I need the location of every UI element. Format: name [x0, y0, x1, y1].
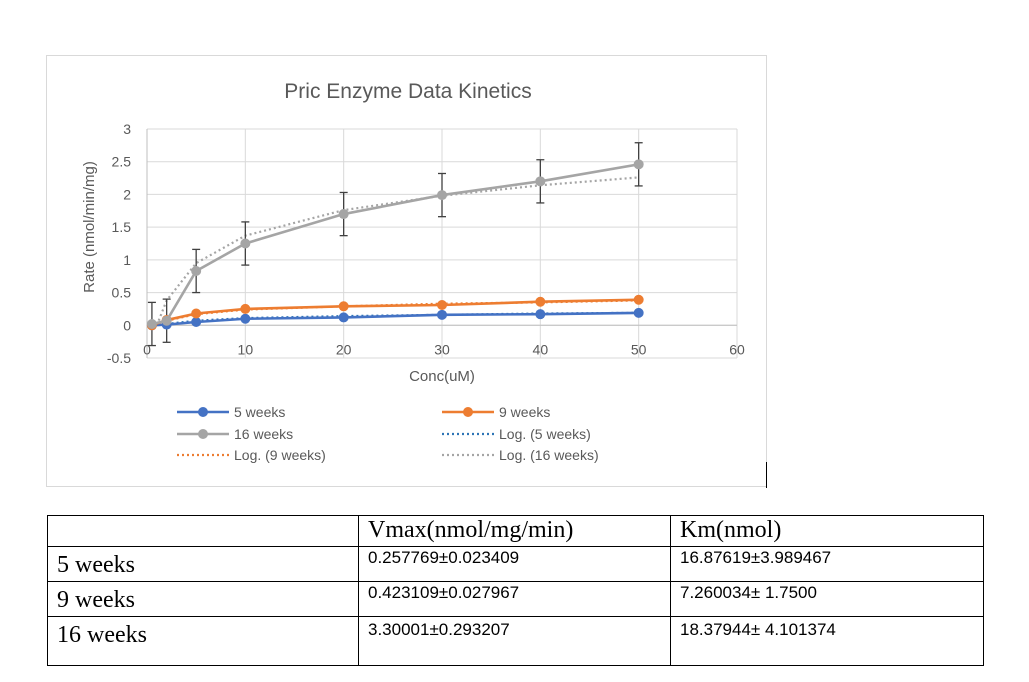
table-header-row: Vmax(nmol/mg/min) Km(nmol) [47, 515, 984, 547]
x-tick-label: 40 [533, 341, 549, 357]
km-value: 7.260034± 1.7500 [670, 581, 984, 617]
x-axis-label: Conc(uM) [409, 368, 475, 385]
x-tick-label: 50 [631, 341, 647, 357]
chart-area: Pric Enzyme Data Kinetics Rate (nmol/min… [46, 55, 767, 487]
series-line [151, 298, 639, 327]
chart-title: Pric Enzyme Data Kinetics [284, 80, 531, 103]
y-tick-label: 2 [123, 186, 131, 202]
y-tick-label: 1 [123, 252, 131, 268]
table-row: 5 weeks 0.257769±0.023409 16.87619±3.989… [47, 546, 984, 582]
y-axis-label: Rate (nmol/min/mg) [81, 161, 98, 293]
data-point [437, 309, 447, 320]
y-tick-label: 1.5 [112, 219, 132, 235]
vmax-value: 0.423109±0.027967 [358, 581, 671, 617]
x-tick-label: 0 [143, 341, 151, 357]
y-tick-label: 0 [123, 317, 131, 333]
row-label: 5 weeks [47, 546, 359, 582]
legend: 5 weeks 9 weeks 16 weeks Log. (5 weeks) Log.… [177, 404, 599, 463]
table-row: 16 weeks 3.30001±0.293207 18.37944± 4.10… [47, 616, 984, 666]
x-tick-label: 30 [434, 341, 450, 357]
data-point [535, 309, 546, 320]
y-tick-label: 3 [123, 121, 131, 137]
legend-label: 9 weeks [499, 404, 550, 420]
series-line [151, 163, 639, 326]
data-point [633, 294, 644, 305]
km-value: 18.37944± 4.101374 [670, 616, 984, 666]
results-table: Vmax(nmol/mg/min) Km(nmol) 5 weeks 0.257… [47, 515, 984, 666]
legend-label: Log. (9 weeks) [234, 447, 326, 463]
x-tick-label: 60 [729, 341, 745, 357]
data-point [191, 308, 202, 319]
data-point [240, 303, 251, 314]
header-cell-vmax: Vmax(nmol/mg/min) [358, 515, 671, 547]
vmax-value: 0.257769±0.023409 [358, 546, 671, 582]
legend-marker [198, 429, 208, 439]
data-point [191, 317, 202, 328]
data-point [633, 159, 644, 170]
legend-label: 5 weeks [234, 404, 285, 420]
row-label: 9 weeks [47, 581, 359, 617]
chart-svg: Pric Enzyme Data Kinetics Rate (nmol/min… [81, 80, 745, 463]
legend-marker [463, 407, 473, 417]
data-point [161, 315, 172, 326]
legend-marker [198, 407, 208, 417]
y-tick-label: 2.5 [112, 154, 132, 170]
table-row: 9 weeks 0.423109±0.027967 7.260034± 1.75… [47, 581, 984, 617]
border-fragment [766, 462, 767, 488]
gridlines [146, 128, 738, 359]
data-point [338, 312, 349, 323]
data-series [146, 159, 644, 331]
data-point [240, 238, 251, 249]
data-point [437, 300, 447, 311]
data-point [191, 265, 202, 276]
data-point [437, 190, 447, 201]
data-point [535, 176, 546, 187]
trendline [155, 176, 639, 326]
data-point [338, 209, 349, 220]
y-tick-label: -0.5 [107, 350, 131, 366]
data-point [633, 307, 644, 318]
vmax-value: 3.30001±0.293207 [358, 616, 671, 666]
data-point [338, 301, 349, 312]
legend-label: Log. (5 weeks) [499, 426, 591, 442]
data-point [146, 318, 157, 329]
legend-label: Log. (16 weeks) [499, 447, 599, 463]
row-label: 16 weeks [47, 616, 359, 666]
km-value: 16.87619±3.989467 [670, 546, 984, 582]
series-line [151, 311, 639, 327]
tick-labels: -0.500.511.522.530 10 20 30 40 50 60 [107, 121, 745, 366]
header-cell-empty [47, 515, 359, 547]
data-point [240, 313, 251, 324]
y-tick-label: 0.5 [112, 285, 132, 301]
legend-label: 16 weeks [234, 426, 293, 442]
x-tick-label: 10 [238, 341, 254, 357]
header-cell-km: Km(nmol) [670, 515, 984, 547]
x-tick-label: 20 [336, 341, 352, 357]
data-point [535, 296, 546, 307]
